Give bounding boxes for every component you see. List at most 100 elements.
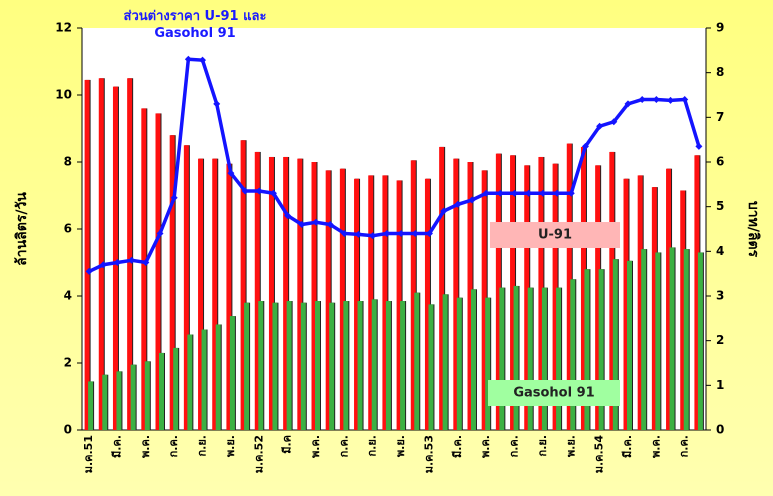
y2-tick-label: 5 [716,199,724,213]
bar [471,289,476,430]
bar [368,175,374,430]
x-tick-label: พ.ค. [649,435,662,458]
line-marker [610,118,618,126]
line-marker [425,229,433,237]
bar [453,158,459,430]
bar [159,352,164,430]
bar [343,301,349,430]
bar [683,249,689,430]
bar [130,364,136,430]
bar [552,163,558,431]
line-marker [468,196,476,204]
line-marker [85,267,93,275]
bar [339,168,345,430]
bar [456,297,462,430]
y2-tick-label: 6 [716,155,724,169]
x-tick-label: ก.ค. [167,435,180,457]
bar [127,78,133,430]
x-tick-label: ก.ค. [678,435,691,457]
bar [400,301,406,430]
line-marker [326,221,334,229]
bar [655,252,661,430]
bar [258,301,264,430]
bar [297,158,303,430]
y2-tick-label: 0 [716,423,724,437]
x-tick-label: พ.ย. [564,435,577,457]
bar [141,108,147,431]
x-tick-label: พ.ค. [309,435,322,458]
bar [612,259,618,430]
line-marker [355,230,363,238]
bar [84,79,90,431]
bar [254,151,260,430]
x-tick-label: ก.ค. [337,435,350,457]
line-marker [312,218,320,226]
bar [371,299,377,430]
line-marker [440,207,448,215]
x-tick-label: ม.ค.53 [422,435,435,473]
bar [609,151,615,430]
bar [201,329,207,430]
bar [527,287,533,430]
bar [584,269,590,430]
x-tick-label: ม.ค.54 [593,435,606,474]
bar [244,302,250,430]
bar [325,170,331,430]
line-marker [199,56,207,64]
line-marker [596,122,604,130]
bar [396,180,402,430]
line-marker [227,169,235,177]
bar [623,178,629,430]
line-marker [213,100,221,108]
bar [385,301,391,430]
line-marker [681,95,689,103]
line-marker [525,189,533,197]
line-marker [652,95,660,103]
line-marker [496,189,504,197]
x-tick-label: พ.ค. [139,435,152,458]
y2-tick-label: 7 [716,110,724,124]
x-tick-label: มี.ค. [110,435,123,458]
bar [229,316,235,430]
line-marker [581,142,589,150]
line-marker [298,221,306,229]
bar [495,153,501,430]
y2-axis-label: บาท/ลิตร [745,201,761,258]
bar [187,334,193,430]
y-tick-label: 6 [64,222,72,236]
legend-label: U-91 [538,228,572,243]
line-marker [539,189,547,197]
legend-box [488,380,620,406]
y-tick-label: 2 [64,356,72,370]
line-marker [411,229,419,237]
bar [240,140,246,430]
bar [414,292,420,430]
line-marker [184,55,192,63]
bar [524,165,530,430]
line-marker [383,229,391,237]
legend-box [490,222,620,248]
bar [212,158,218,430]
bar [215,324,221,430]
bar [329,302,335,430]
bar [570,279,576,430]
bar [595,165,601,430]
bar [428,304,434,430]
x-tick-label: ม.ค.52 [252,435,265,473]
line-marker [553,189,561,197]
y-tick-label: 4 [64,289,72,303]
x-tick-label: ก.ย. [366,435,379,456]
bar [669,247,675,430]
line-marker [695,142,703,150]
x-tick-label: มี.ค. [621,435,634,458]
line-marker [454,200,462,208]
bar [283,156,289,430]
x-tick-label: พ.ย. [394,435,407,457]
x-tick-label: ก.ย. [196,435,209,456]
bar [424,178,430,430]
y2-tick-label: 3 [716,289,724,303]
bar [315,301,320,430]
line-marker [156,229,164,237]
bar [311,162,317,430]
